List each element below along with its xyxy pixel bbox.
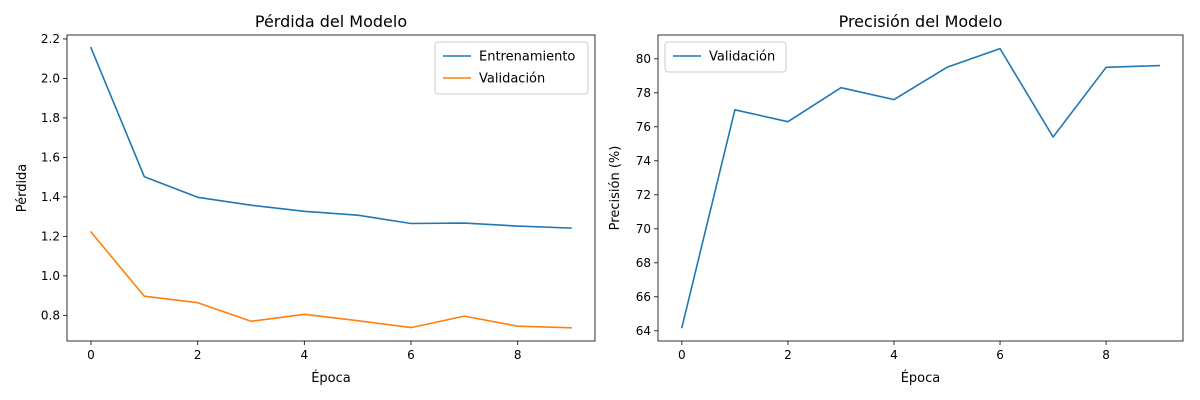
y-axis-label: Pérdida <box>15 164 30 213</box>
series-line-0 <box>89 46 572 229</box>
legend: Validación <box>664 41 787 73</box>
y-tick-label: 2.0 <box>41 71 60 85</box>
x-tick-label: 6 <box>996 348 1004 362</box>
y-tick-label: 72 <box>636 188 651 202</box>
loss-chart: Pérdida del Modelo 0 2 4 6 8 0.8 1.0 1.2 1.4 1.6 1.… <box>15 12 596 386</box>
legend-entry: Validación <box>709 50 775 65</box>
y-tick-label: 70 <box>636 222 651 236</box>
plot-frame <box>66 34 596 342</box>
y-tick-label: 76 <box>636 120 651 134</box>
chart-title: Pérdida del Modelo <box>255 12 407 31</box>
x-tick-label: 8 <box>514 348 522 362</box>
y-tick-label: 78 <box>636 86 651 100</box>
y-tick-label: 1.0 <box>41 269 60 283</box>
y-tick-label: 0.8 <box>41 308 60 322</box>
x-axis-label: Época <box>901 370 941 386</box>
y-tick-label: 74 <box>636 154 651 168</box>
legend-box <box>434 41 589 95</box>
x-tick-label: 4 <box>890 348 898 362</box>
y-tick-label: 68 <box>636 256 651 270</box>
y-tick-label: 80 <box>636 52 651 66</box>
legend-box <box>664 41 787 73</box>
x-tick-label: 0 <box>678 348 686 362</box>
y-axis-label: Precisión (%) <box>608 146 623 231</box>
legend-entry: Validación <box>479 72 545 87</box>
y-tick-label: 1.6 <box>41 150 60 164</box>
y-tick-label: 1.8 <box>41 111 60 125</box>
y-tick-label: 66 <box>636 290 651 304</box>
legend-entry: Entrenamiento <box>479 50 575 65</box>
y-tick-label: 1.2 <box>41 229 60 243</box>
x-tick-label: 0 <box>87 348 95 362</box>
plot-frame <box>657 34 1184 342</box>
legend: Entrenamiento Validación <box>434 41 589 95</box>
chart-title: Precisión del Modelo <box>839 12 1003 31</box>
y-tick-label: 1.4 <box>41 190 60 204</box>
y-tick-label: 2.2 <box>41 32 60 46</box>
x-tick-label: 8 <box>1102 348 1110 362</box>
series-line-0 <box>680 47 1160 329</box>
series-line-1 <box>89 230 572 329</box>
y-tick-label: 64 <box>636 324 651 338</box>
x-tick-label: 6 <box>407 348 415 362</box>
x-axis-label: Época <box>311 370 351 386</box>
x-tick-label: 4 <box>301 348 309 362</box>
x-tick-label: 2 <box>194 348 202 362</box>
x-tick-label: 2 <box>784 348 792 362</box>
